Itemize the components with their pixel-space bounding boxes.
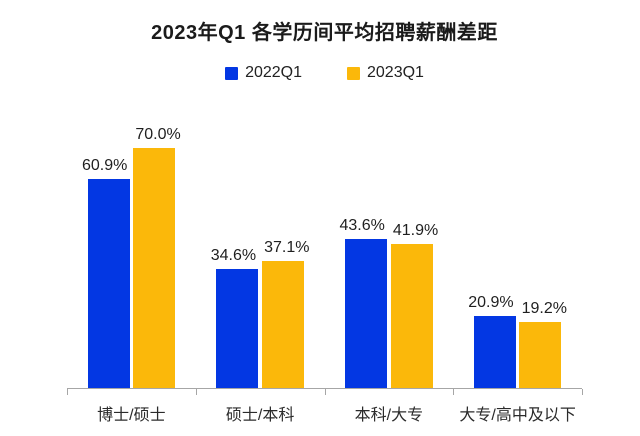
axis-tick bbox=[195, 389, 197, 395]
legend-item-2022q1: 2022Q1 bbox=[225, 64, 302, 82]
x-axis-label: 大专/高中及以下 bbox=[459, 407, 576, 424]
value-label: 60.9% bbox=[82, 157, 128, 174]
bar-2023q1-4 bbox=[519, 322, 562, 388]
value-label: 43.6% bbox=[339, 217, 385, 234]
axis-tick bbox=[582, 389, 583, 395]
bar-wrap: 60.9% bbox=[82, 156, 131, 388]
axis-tick bbox=[453, 389, 455, 395]
bar-group-4: 20.9% 19.2% bbox=[453, 124, 582, 388]
legend-item-2023q1: 2023Q1 bbox=[347, 64, 424, 82]
value-label: 37.1% bbox=[264, 239, 310, 256]
bar-2023q1-1 bbox=[133, 148, 176, 388]
bar-chart: 60.9% 70.0% 34.6% 37.1% 43.6% 41.9% 20.9% 19.2%… bbox=[67, 124, 583, 424]
bar-2022q1-1 bbox=[87, 179, 130, 388]
bar-group-2: 34.6% 37.1% bbox=[196, 124, 325, 388]
bar-wrap: 43.6% bbox=[340, 216, 389, 388]
bar-wrap: 20.9% bbox=[468, 293, 517, 388]
bar-2022q1-3 bbox=[345, 239, 388, 388]
value-label: 41.9% bbox=[392, 222, 439, 239]
x-axis-label: 本科/大专 bbox=[354, 407, 424, 424]
bar-wrap: 37.1% bbox=[260, 238, 310, 388]
bar-2023q1-2 bbox=[261, 261, 304, 388]
bar-group-1: 60.9% 70.0% bbox=[67, 124, 196, 388]
value-label: 70.0% bbox=[135, 126, 181, 143]
plot-area: 60.9% 70.0% 34.6% 37.1% 43.6% 41.9% 20.9% 19.2% bbox=[67, 124, 582, 388]
x-axis-labels: 博士/硕士 硕士/本科 本科/大专 大专/高中及以下 bbox=[67, 401, 582, 425]
bar-group-3: 43.6% 41.9% bbox=[325, 124, 454, 388]
bar-wrap: 70.0% bbox=[131, 125, 181, 388]
legend-swatch-2023q1 bbox=[347, 66, 360, 80]
bar-2022q1-4 bbox=[473, 316, 516, 388]
chart-title: 2023年Q1 各学历间平均招聘薪酬差距 bbox=[151, 22, 498, 44]
bar-wrap: 34.6% bbox=[211, 246, 260, 388]
bar-wrap: 19.2% bbox=[518, 299, 567, 388]
x-axis-line bbox=[67, 388, 583, 395]
legend: 2022Q1 2023Q1 bbox=[67, 64, 582, 82]
value-label: 19.2% bbox=[521, 300, 567, 317]
bar-2022q1-2 bbox=[216, 269, 259, 388]
value-label: 34.6% bbox=[210, 247, 257, 264]
legend-label-2023q1: 2023Q1 bbox=[367, 64, 424, 81]
legend-label-2022q1: 2022Q1 bbox=[245, 64, 302, 81]
bar-2023q1-3 bbox=[390, 244, 433, 388]
x-axis-label: 硕士/本科 bbox=[225, 407, 295, 424]
legend-swatch-2022q1 bbox=[225, 66, 239, 80]
value-label: 20.9% bbox=[468, 294, 514, 311]
bar-wrap: 41.9% bbox=[389, 221, 438, 388]
axis-tick bbox=[324, 389, 326, 395]
axis-tick bbox=[67, 389, 68, 395]
x-axis-label: 博士/硕士 bbox=[97, 407, 166, 424]
